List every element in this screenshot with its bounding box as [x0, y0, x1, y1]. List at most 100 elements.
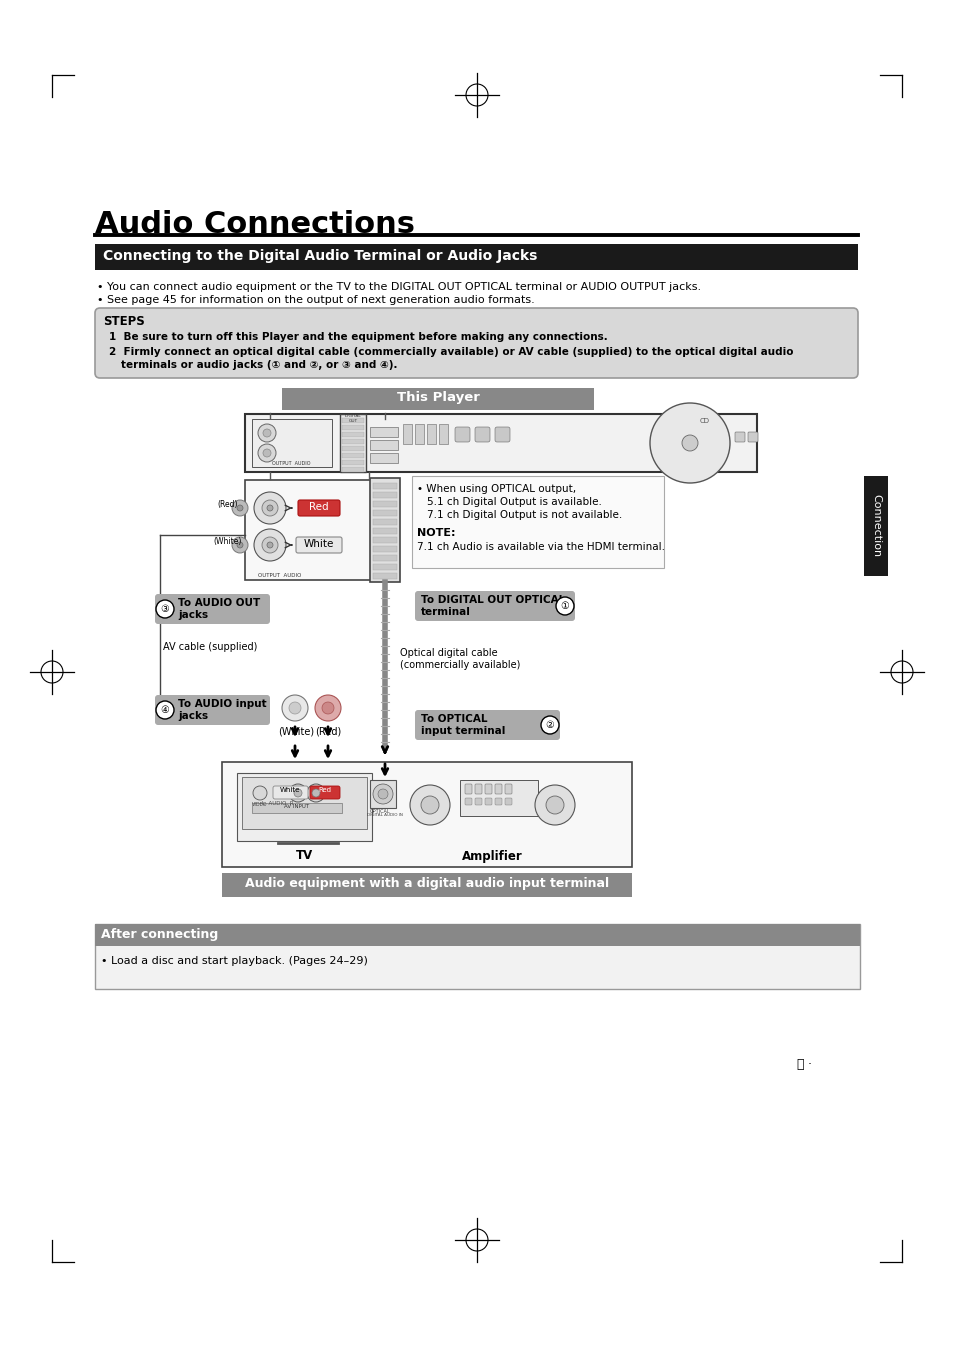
FancyBboxPatch shape — [370, 454, 397, 463]
Circle shape — [535, 784, 575, 825]
FancyBboxPatch shape — [252, 803, 341, 813]
Text: jacks: jacks — [178, 610, 208, 620]
FancyBboxPatch shape — [459, 780, 537, 815]
FancyBboxPatch shape — [242, 778, 367, 829]
Circle shape — [263, 450, 271, 458]
Text: (commercially available): (commercially available) — [399, 660, 519, 670]
FancyBboxPatch shape — [495, 784, 501, 794]
Text: CD: CD — [700, 418, 709, 424]
Text: • When using OPTICAL output,: • When using OPTICAL output, — [416, 485, 576, 494]
FancyBboxPatch shape — [154, 695, 270, 725]
Text: (Red): (Red) — [217, 500, 238, 509]
FancyBboxPatch shape — [504, 798, 512, 805]
Circle shape — [545, 796, 563, 814]
Text: AV cable (supplied): AV cable (supplied) — [163, 643, 257, 652]
Text: After connecting: After connecting — [101, 927, 218, 941]
Text: jacks: jacks — [178, 711, 208, 721]
FancyBboxPatch shape — [863, 477, 887, 576]
Text: STEPS: STEPS — [103, 315, 145, 328]
FancyBboxPatch shape — [475, 784, 481, 794]
FancyBboxPatch shape — [415, 591, 575, 621]
Circle shape — [377, 788, 388, 799]
Circle shape — [262, 500, 277, 516]
FancyBboxPatch shape — [295, 537, 341, 554]
Text: Amplifier: Amplifier — [461, 850, 522, 863]
Text: (White): (White) — [213, 537, 242, 545]
Text: ⓔ: ⓔ — [796, 1058, 803, 1071]
Text: 1  Be sure to turn off this Player and the equipment before making any connectio: 1 Be sure to turn off this Player and th… — [109, 332, 607, 342]
Circle shape — [373, 784, 393, 805]
FancyBboxPatch shape — [427, 424, 436, 444]
Circle shape — [232, 537, 248, 554]
Text: input terminal: input terminal — [420, 726, 505, 736]
FancyBboxPatch shape — [484, 798, 492, 805]
Text: To OPTICAL: To OPTICAL — [420, 714, 487, 724]
FancyBboxPatch shape — [373, 555, 396, 562]
FancyBboxPatch shape — [370, 780, 395, 809]
FancyBboxPatch shape — [412, 477, 663, 568]
FancyBboxPatch shape — [273, 786, 308, 799]
Circle shape — [314, 695, 340, 721]
FancyBboxPatch shape — [341, 467, 364, 472]
FancyBboxPatch shape — [373, 564, 396, 570]
FancyBboxPatch shape — [95, 923, 859, 946]
FancyBboxPatch shape — [245, 481, 375, 580]
Circle shape — [307, 784, 325, 802]
FancyBboxPatch shape — [475, 427, 490, 441]
Circle shape — [253, 491, 286, 524]
Text: (White): (White) — [277, 726, 314, 736]
FancyBboxPatch shape — [373, 545, 396, 552]
Circle shape — [156, 599, 173, 618]
Text: • You can connect audio equipment or the TV to the DIGITAL OUT OPTICAL terminal : • You can connect audio equipment or the… — [97, 282, 700, 292]
Circle shape — [556, 597, 574, 616]
Circle shape — [257, 444, 275, 462]
FancyBboxPatch shape — [341, 425, 364, 431]
Text: Connecting to the Digital Audio Terminal or Audio Jacks: Connecting to the Digital Audio Terminal… — [103, 248, 537, 263]
FancyBboxPatch shape — [282, 387, 594, 410]
FancyBboxPatch shape — [370, 440, 397, 450]
Text: • See page 45 for information on the output of next generation audio formats.: • See page 45 for information on the out… — [97, 296, 535, 305]
Text: White: White — [279, 787, 300, 792]
FancyBboxPatch shape — [475, 798, 481, 805]
FancyBboxPatch shape — [438, 424, 448, 444]
Text: ①: ① — [560, 601, 569, 612]
Text: White: White — [303, 539, 334, 549]
FancyBboxPatch shape — [373, 572, 396, 579]
Circle shape — [322, 702, 334, 714]
FancyBboxPatch shape — [370, 478, 399, 582]
Circle shape — [156, 701, 173, 720]
FancyBboxPatch shape — [95, 308, 857, 378]
Text: To AUDIO OUT: To AUDIO OUT — [178, 598, 260, 608]
FancyBboxPatch shape — [341, 454, 364, 458]
FancyBboxPatch shape — [747, 432, 758, 441]
Text: • Load a disc and start playback. (Pages 24–29): • Load a disc and start playback. (Pages… — [101, 956, 368, 967]
Text: 5.1 ch Digital Output is available.: 5.1 ch Digital Output is available. — [427, 497, 601, 508]
Circle shape — [649, 404, 729, 483]
Text: To DIGITAL OUT OPTICAL: To DIGITAL OUT OPTICAL — [420, 595, 565, 605]
FancyBboxPatch shape — [373, 483, 396, 489]
Circle shape — [420, 796, 438, 814]
Text: ②: ② — [545, 720, 554, 730]
FancyBboxPatch shape — [495, 427, 510, 441]
Text: ③: ③ — [160, 603, 170, 614]
Circle shape — [410, 784, 450, 825]
Circle shape — [267, 541, 273, 548]
FancyBboxPatch shape — [464, 798, 472, 805]
FancyBboxPatch shape — [734, 432, 744, 441]
FancyBboxPatch shape — [236, 774, 372, 841]
FancyBboxPatch shape — [484, 784, 492, 794]
Text: NOTE:: NOTE: — [416, 528, 455, 539]
Text: DIGITAL
OUT: DIGITAL OUT — [344, 414, 361, 423]
Circle shape — [267, 505, 273, 512]
FancyBboxPatch shape — [373, 518, 396, 525]
Text: terminals or audio jacks (① and ②, or ③ and ④).: terminals or audio jacks (① and ②, or ③ … — [121, 360, 397, 370]
Circle shape — [262, 537, 277, 554]
Text: Connection: Connection — [870, 494, 880, 558]
Text: L  AUDIO  R: L AUDIO R — [262, 801, 294, 806]
Text: This Player: This Player — [396, 392, 479, 404]
Circle shape — [263, 429, 271, 437]
Circle shape — [253, 786, 267, 801]
Circle shape — [540, 716, 558, 734]
Text: TV: TV — [296, 849, 314, 863]
Text: OUTPUT  AUDIO: OUTPUT AUDIO — [272, 460, 310, 466]
